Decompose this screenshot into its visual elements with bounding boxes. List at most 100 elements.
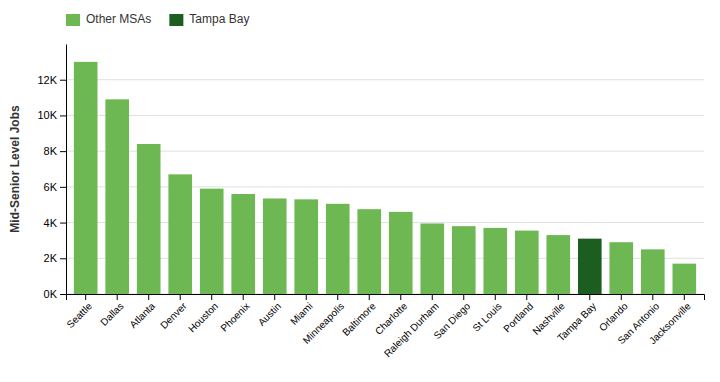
x-tick-label: Seattle (64, 300, 94, 330)
grid (66, 80, 704, 294)
x-tick-label: Atlanta (127, 300, 157, 330)
y-tick-mark (60, 151, 66, 152)
legend: Other MSAs Tampa Bay (66, 12, 249, 26)
x-tick-mark (495, 294, 496, 300)
legend-item: Other MSAs (66, 12, 151, 26)
x-tick-mark (400, 294, 401, 300)
x-tick-mark (148, 294, 149, 300)
y-tick-label: 12K (37, 74, 57, 86)
bar (294, 199, 318, 294)
x-tick-label: San Diego (431, 300, 472, 341)
legend-swatch (66, 14, 80, 26)
x-tick-label: Phoenix (218, 300, 251, 333)
bar (609, 242, 633, 294)
bar (326, 204, 350, 294)
x-tick-mark (621, 294, 622, 300)
y-tick: 2K (44, 252, 66, 264)
x-tick: Miami (288, 294, 315, 327)
x-tick-mark (117, 294, 118, 300)
x-tick-mark (369, 294, 370, 300)
x-tick-label: St Louis (470, 300, 503, 333)
x-tick-label: Tampa Bay (555, 300, 598, 343)
y-axis: 0K 2K 4K 6K 8K 10K 12K (37, 45, 66, 301)
y-tick: 4K (44, 217, 66, 229)
y-tick-label: 8K (44, 145, 58, 157)
legend-item: Tampa Bay (169, 12, 249, 26)
x-tick-mark (684, 294, 685, 300)
y-tick-label: 2K (44, 252, 58, 264)
x-tick: Tampa Bay (555, 294, 598, 344)
x-tick-mark (337, 294, 338, 300)
y-tick-mark (60, 80, 66, 81)
x-axis-line (67, 295, 705, 301)
y-tick: 12K (37, 74, 66, 86)
x-tick: Denver (158, 294, 189, 331)
grid-line (66, 151, 704, 152)
y-tick-mark (60, 115, 66, 116)
y-tick-label: 10K (37, 109, 57, 121)
x-tick-label: Minneapolis (301, 300, 347, 346)
bar (105, 99, 129, 294)
bar (263, 198, 287, 294)
legend-label: Tampa Bay (189, 12, 249, 26)
y-tick-label: 0K (44, 288, 58, 300)
bar (420, 223, 444, 294)
y-tick-mark (60, 187, 66, 188)
x-tick-label: Raleigh Durham (382, 300, 441, 359)
x-tick: Austin (256, 294, 283, 328)
x-tick-mark (558, 294, 559, 300)
bar (200, 189, 224, 294)
bar (578, 239, 602, 294)
x-tick-label: Miami (288, 300, 315, 327)
grid-line (66, 186, 704, 187)
bar (168, 174, 192, 294)
x-tick-mark (432, 294, 433, 300)
bar (357, 209, 381, 294)
y-tick: 6K (44, 181, 66, 193)
bar (231, 194, 255, 294)
bar (137, 144, 161, 294)
y-tick: 10K (37, 109, 66, 121)
legend-swatch (169, 14, 183, 26)
y-tick-label: 6K (44, 181, 58, 193)
bar (74, 62, 98, 294)
x-tick-mark (180, 294, 181, 300)
x-axis: SeattleDallasAtlantaDenverHoustonPhoenix… (64, 294, 704, 359)
x-tick: Raleigh Durham (382, 294, 441, 359)
x-tick-mark (526, 294, 527, 300)
grid-line (66, 222, 704, 223)
x-tick: Houston (186, 294, 220, 334)
x-tick: St Louis (470, 294, 503, 334)
x-tick: Atlanta (127, 294, 157, 330)
x-tick-label: Dallas (98, 300, 125, 327)
y-tick-label: 4K (44, 217, 58, 229)
x-tick-mark (211, 294, 212, 300)
x-tick: Baltimore (340, 294, 378, 338)
x-tick-label: Houston (186, 300, 220, 334)
x-tick: Phoenix (218, 294, 251, 334)
y-axis-line (66, 45, 67, 295)
bar (515, 231, 539, 294)
y-tick-mark (60, 258, 66, 259)
x-tick: Seattle (64, 294, 94, 330)
chart-container: 0K 2K 4K 6K 8K 10K 12K SeattleDallasAtlantaDenv… (0, 0, 720, 382)
x-tick-mark (274, 294, 275, 300)
bar (546, 235, 570, 294)
x-tick-mark (652, 294, 653, 300)
chart-svg: 0K 2K 4K 6K 8K 10K 12K SeattleDallasAtlantaDenv… (0, 0, 720, 382)
x-tick: Jacksonville (647, 294, 693, 346)
x-tick: Minneapolis (301, 294, 347, 346)
x-tick: San Diego (431, 294, 472, 341)
bar (389, 212, 413, 294)
x-tick-label: Denver (158, 300, 189, 331)
bar (641, 249, 665, 294)
legend-label: Other MSAs (86, 12, 151, 26)
bars (74, 62, 696, 294)
grid-line (66, 258, 704, 259)
bar (672, 264, 696, 294)
x-tick-mark (243, 294, 244, 300)
x-tick-label: Austin (256, 300, 283, 327)
x-tick-mark (589, 294, 590, 300)
y-tick: 8K (44, 145, 66, 157)
x-tick-mark (306, 294, 307, 300)
